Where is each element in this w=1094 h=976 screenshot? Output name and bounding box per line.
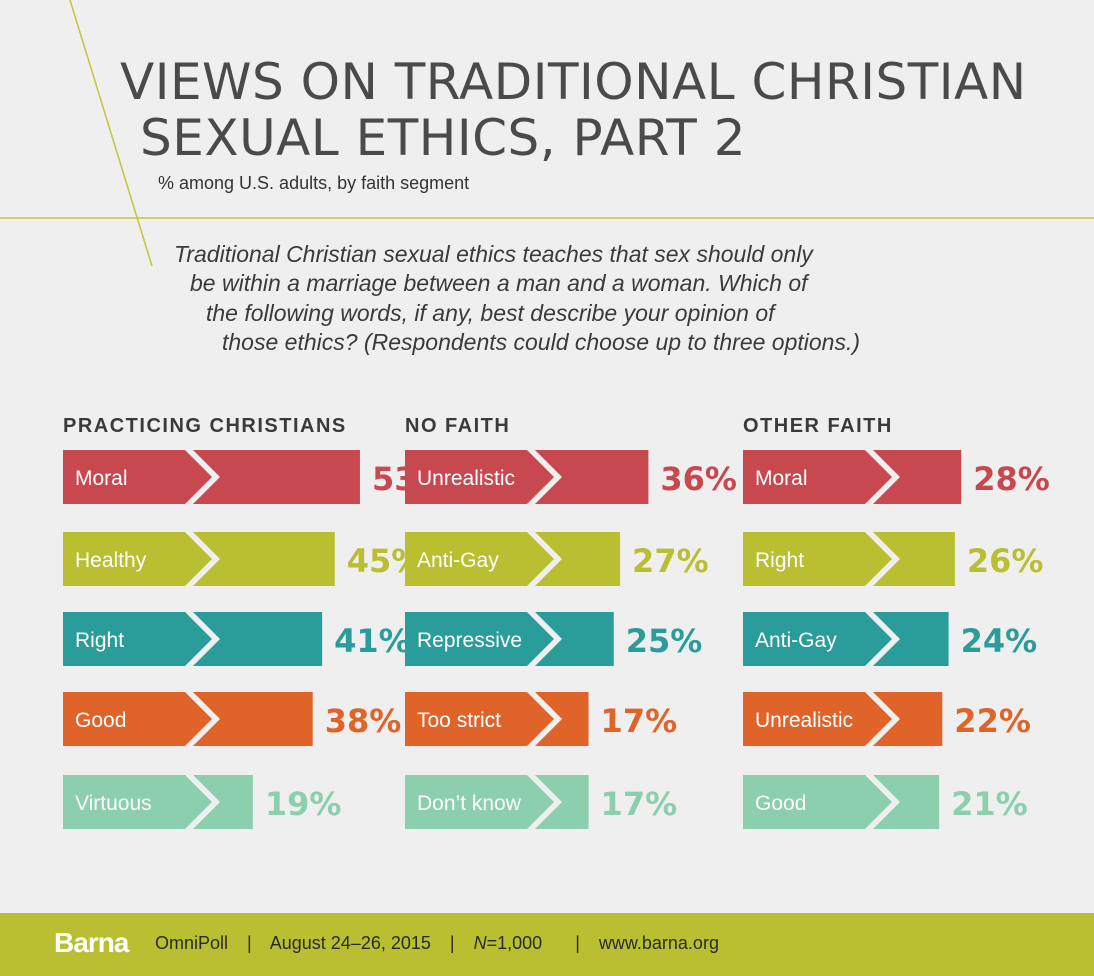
category-tag <box>63 532 212 586</box>
question-line-2: be within a marriage between a man and a… <box>190 270 808 296</box>
footer-url: www.barna.org <box>598 933 719 953</box>
subtitle: % among U.S. adults, by faith segment <box>158 173 470 193</box>
footer-separator: | <box>449 933 455 953</box>
question-line-3: the following words, if any, best descri… <box>206 300 775 326</box>
bar <box>873 532 955 586</box>
footer: Barna OmniPoll | August 24–26, 2015 | N=… <box>0 913 1094 976</box>
value-label: 41% <box>334 622 411 660</box>
bar <box>193 612 323 666</box>
bar <box>193 532 335 586</box>
category-tag <box>743 775 892 829</box>
category-tag <box>405 775 554 829</box>
category-label: Don’t know <box>417 792 522 815</box>
category-tag <box>743 692 892 746</box>
chart-title-no-faith: NO FAITH <box>405 415 511 437</box>
bar <box>873 692 943 746</box>
bar <box>535 450 649 504</box>
bar <box>873 450 962 504</box>
value-label: 21% <box>951 785 1028 823</box>
title-line-1: VIEWS ON TRADITIONAL CHRISTIAN <box>120 53 1027 111</box>
footer-info: OmniPoll | August 24–26, 2015 | N=1,000 … <box>155 933 733 954</box>
value-label: 28% <box>973 460 1050 498</box>
category-tag <box>743 450 892 504</box>
bar <box>193 692 313 746</box>
bar <box>193 450 360 504</box>
chart-title-practicing-christians: PRACTICING CHRISTIANS <box>63 415 347 437</box>
category-label: Unrealistic <box>755 709 853 732</box>
value-label: 27% <box>632 542 709 580</box>
category-label: Moral <box>755 467 808 490</box>
value-label: 36% <box>660 460 737 498</box>
value-label: 22% <box>954 702 1031 740</box>
category-tag <box>63 612 212 666</box>
category-tag <box>63 692 212 746</box>
question-line-4: those ethics? (Respondents could choose … <box>222 329 861 355</box>
category-label: Right <box>755 549 804 572</box>
question-line-1: Traditional Christian sexual ethics teac… <box>174 241 813 267</box>
bar <box>535 692 589 746</box>
value-label: 24% <box>961 622 1038 660</box>
category-label: Virtuous <box>75 792 152 815</box>
category-label: Anti-Gay <box>417 549 499 572</box>
bar <box>193 775 253 829</box>
value-label: 25% <box>626 622 703 660</box>
category-label: Repressive <box>417 629 522 652</box>
category-label: Moral <box>75 467 128 490</box>
category-tag <box>743 532 892 586</box>
bar <box>535 775 589 829</box>
category-tag <box>405 612 554 666</box>
category-label: Unrealistic <box>417 467 515 490</box>
category-tag <box>405 450 554 504</box>
category-label: Right <box>75 629 124 652</box>
bar <box>535 612 614 666</box>
category-label: Healthy <box>75 549 147 572</box>
bar-charts: Moral53%Healthy45%Right41%Good38%Virtuou… <box>63 450 1050 829</box>
value-label: 26% <box>967 542 1044 580</box>
category-tag <box>743 612 892 666</box>
footer-dates: August 24–26, 2015 <box>269 933 431 953</box>
category-tag <box>405 532 554 586</box>
category-tag <box>405 692 554 746</box>
category-label: Good <box>75 709 126 732</box>
title-line-2: SEXUAL ETHICS, PART 2 <box>140 109 747 167</box>
bar <box>873 775 940 829</box>
category-label: Too strict <box>417 709 501 732</box>
category-tag <box>63 775 212 829</box>
value-label: 19% <box>265 785 342 823</box>
footer-n-label: N <box>473 933 487 953</box>
bar <box>535 532 621 586</box>
footer-n-value: =1,000 <box>486 933 543 953</box>
footer-separator: | <box>575 933 580 953</box>
bar <box>873 612 949 666</box>
category-tag <box>63 450 212 504</box>
category-label: Good <box>755 792 806 815</box>
barna-logo: Barna <box>54 927 129 958</box>
chart-title-other-faith: OTHER FAITH <box>743 415 893 437</box>
footer-poll: OmniPoll <box>155 933 229 953</box>
value-label: 17% <box>601 785 678 823</box>
footer-separator: | <box>247 933 252 953</box>
value-label: 38% <box>325 702 402 740</box>
category-label: Anti-Gay <box>755 629 837 652</box>
value-label: 17% <box>601 702 678 740</box>
